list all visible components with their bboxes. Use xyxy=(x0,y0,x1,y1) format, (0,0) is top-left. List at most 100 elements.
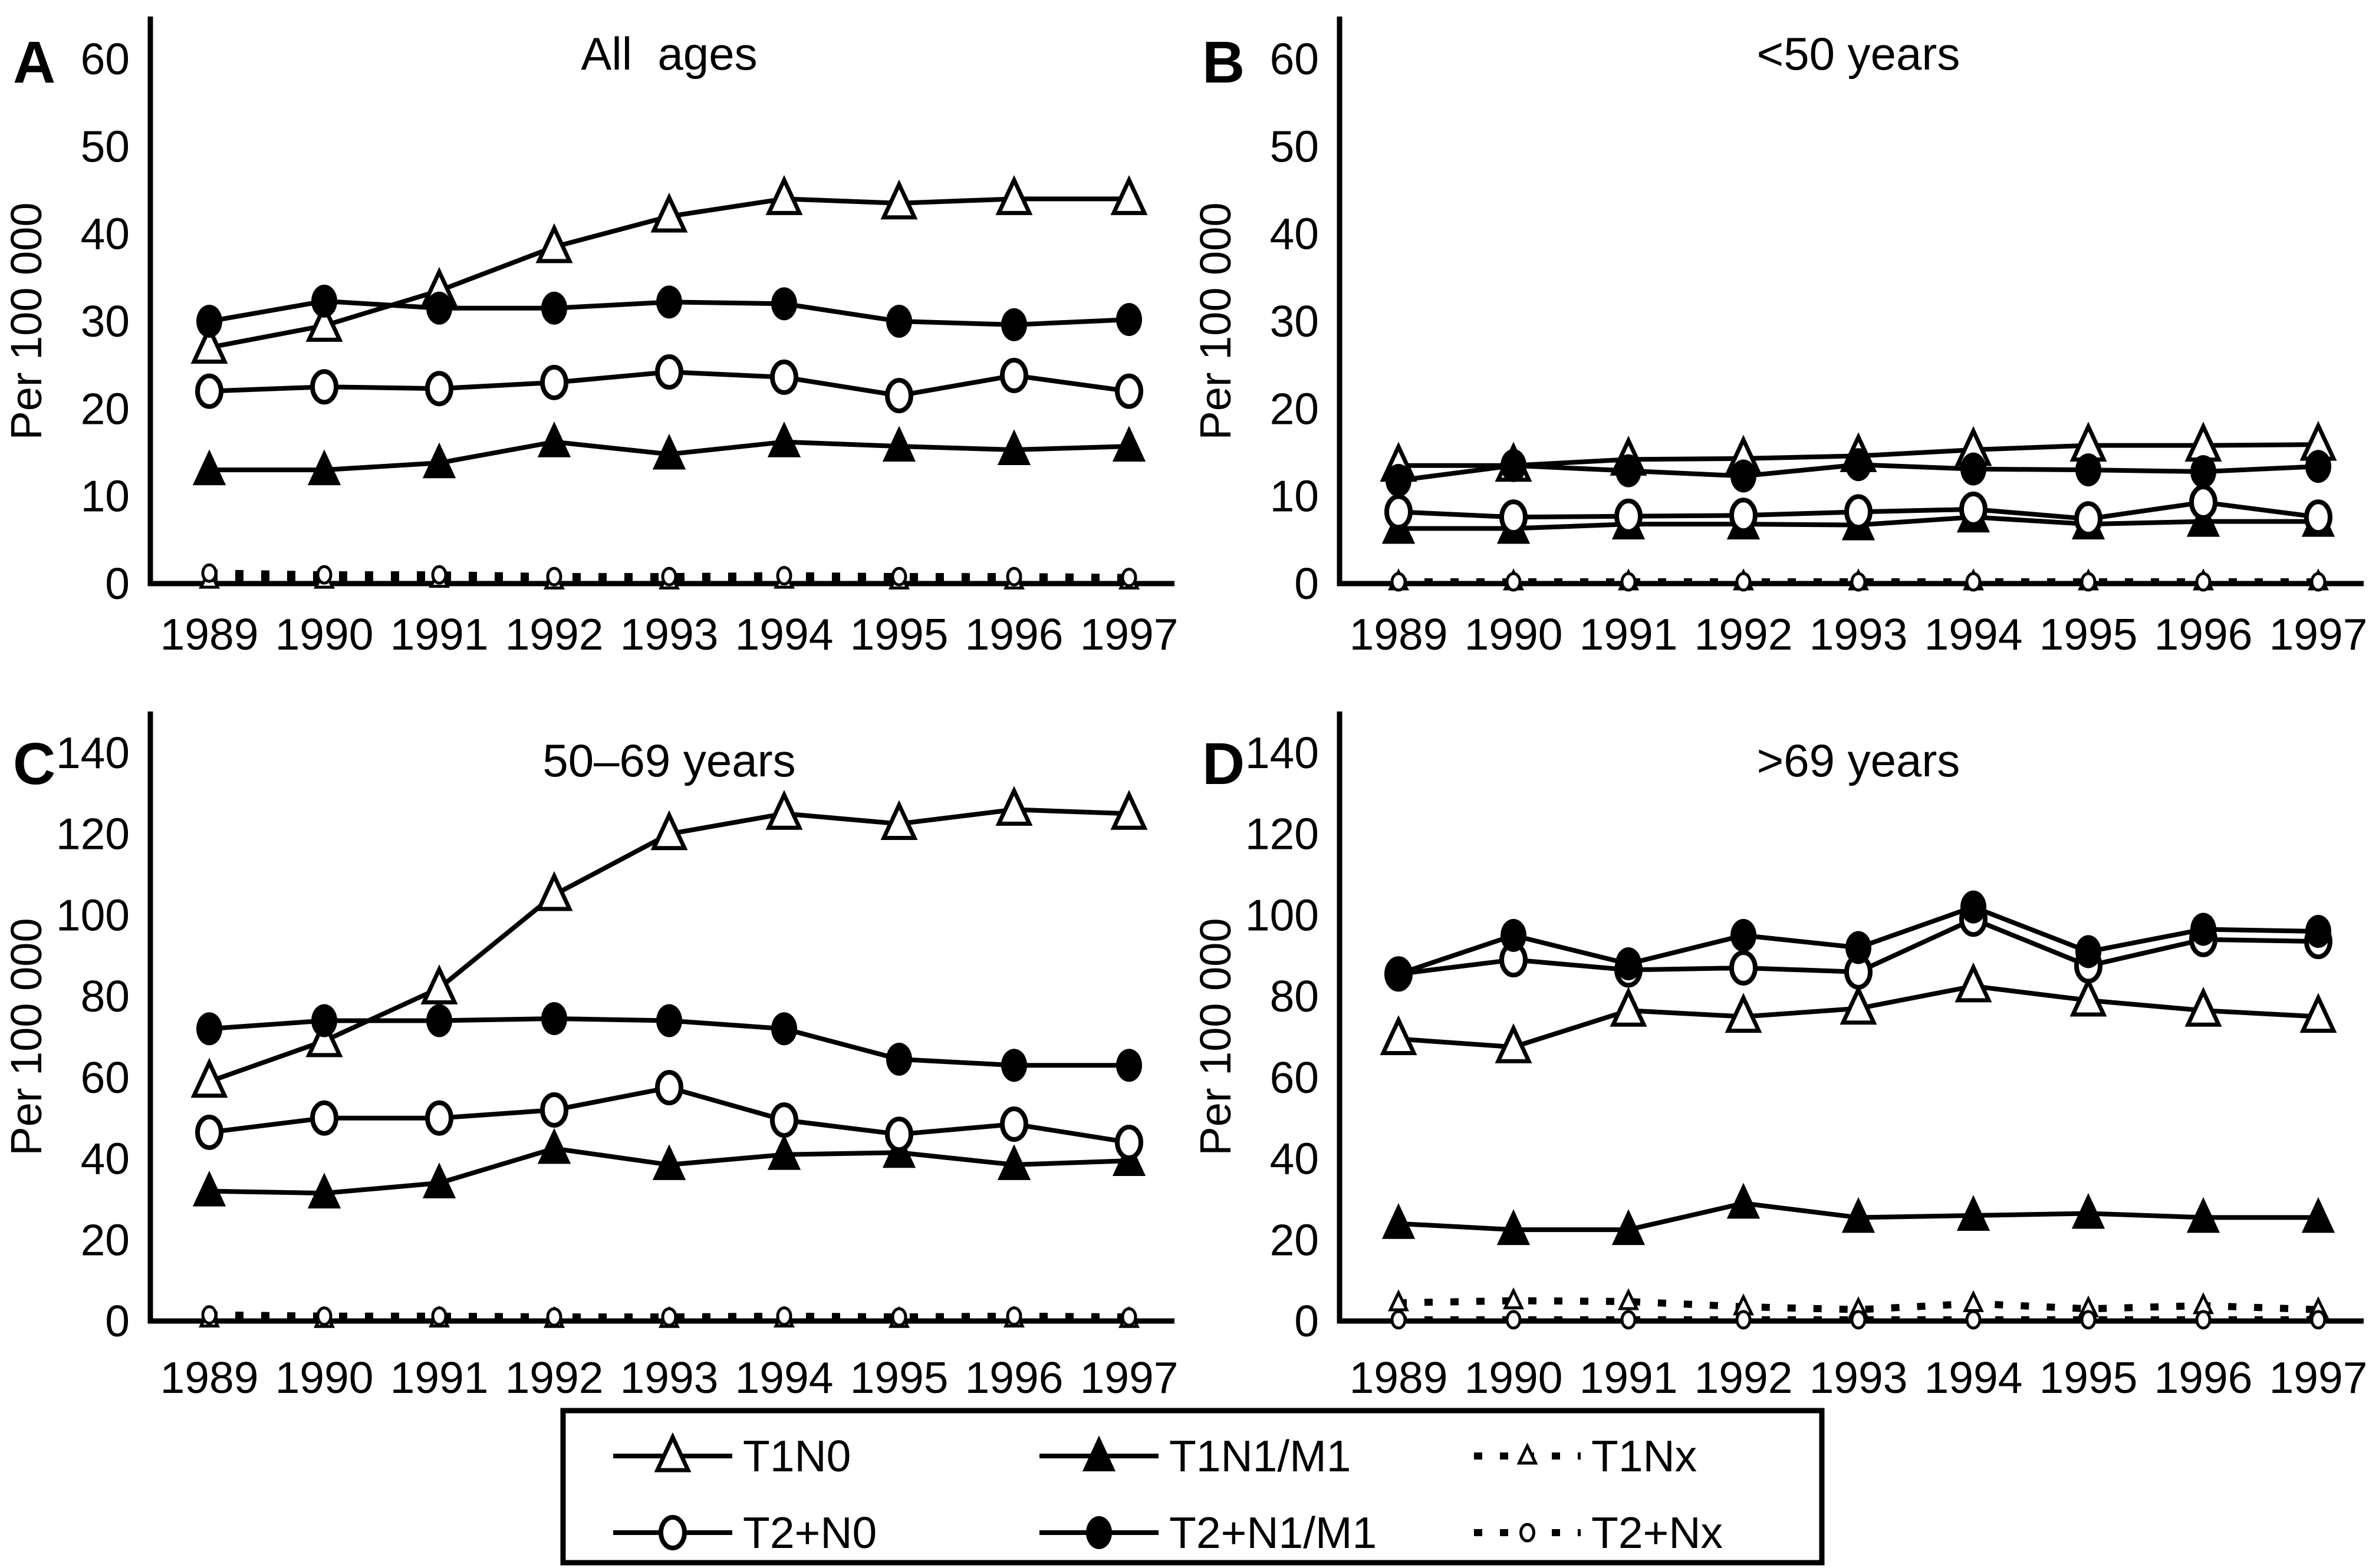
x-tick-label: 1989 xyxy=(160,610,259,659)
panel-letter: B xyxy=(1202,29,1245,95)
chart-title: 50–69 years xyxy=(542,734,795,786)
filled-triangle-marker xyxy=(1611,1209,1646,1246)
filled-circle-marker xyxy=(1845,448,1871,482)
small-open-circle-marker xyxy=(1390,572,1407,592)
filled-triangle-marker xyxy=(882,426,916,462)
open-circle-marker xyxy=(885,378,913,414)
open-circle-marker xyxy=(885,1116,913,1152)
y-tick-label: 80 xyxy=(81,971,130,1021)
small-open-circle-marker xyxy=(661,566,677,587)
y-tick-label: 0 xyxy=(105,1296,130,1346)
legend-svg: T1N0 T1N1/M1 T1Nx T2+N0 T2+N1/M1 T2+Nx xyxy=(560,1408,1825,1566)
y-tick-label: 30 xyxy=(1270,297,1319,346)
small-open-circle-marker xyxy=(1965,572,1982,592)
small-open-triangle-marker xyxy=(1388,1289,1409,1312)
open-triangle-marker xyxy=(420,964,458,1004)
filled-circle-marker xyxy=(426,291,452,325)
open-circle-marker xyxy=(655,354,683,390)
x-tick-label: 1995 xyxy=(850,610,949,659)
small-open-circle-marker xyxy=(1620,572,1637,592)
open-circle-marker xyxy=(2304,499,2332,535)
y-tick-label: 100 xyxy=(1245,890,1319,940)
x-tick-label: 1990 xyxy=(275,1353,374,1402)
y-tick-label: 10 xyxy=(1270,472,1319,521)
small-open-circle-marker xyxy=(1121,568,1137,588)
y-tick-label: 0 xyxy=(105,559,130,608)
x-tick-label: 1993 xyxy=(620,610,719,659)
x-tick-label: 1992 xyxy=(1694,610,1793,659)
legend-label: T2+N1/M1 xyxy=(1169,1508,1377,1557)
filled-circle-marker xyxy=(1501,918,1526,952)
x-tick-label: 1997 xyxy=(2269,610,2368,659)
legend-label: T1Nx xyxy=(1591,1431,1697,1481)
filled-circle-marker xyxy=(311,284,337,318)
x-tick-label: 1997 xyxy=(1080,610,1179,659)
legend-label: T2+N0 xyxy=(743,1508,877,1557)
small-open-circle-marker xyxy=(201,563,218,583)
filled-triangle-marker xyxy=(997,1144,1031,1180)
y-tick-label: 50 xyxy=(1270,121,1319,171)
filled-triangle-marker xyxy=(1726,1182,1761,1219)
filled-triangle-marker xyxy=(192,1170,226,1207)
small-open-circle-marker xyxy=(776,1306,792,1326)
x-tick-label: 1989 xyxy=(160,1353,259,1402)
small-open-circle-marker xyxy=(1850,572,1867,592)
small-open-circle-marker xyxy=(431,565,447,585)
x-tick-label: 1994 xyxy=(1924,1353,2023,1402)
filled-circle-marker xyxy=(1086,1516,1112,1549)
x-tick-label: 1994 xyxy=(735,610,834,659)
open-triangle-marker xyxy=(995,786,1033,826)
filled-circle-marker xyxy=(1116,303,1142,337)
y-tick-label: 10 xyxy=(81,472,130,521)
y-tick-label: 0 xyxy=(1294,1296,1319,1346)
x-tick-label: 1991 xyxy=(1580,1353,1678,1402)
filled-triangle-marker xyxy=(537,1128,571,1164)
open-circle-marker xyxy=(195,1114,223,1150)
open-triangle-marker xyxy=(2184,986,2222,1027)
filled-circle-marker xyxy=(656,285,682,319)
x-tick-label: 1996 xyxy=(2154,1353,2253,1402)
small-open-circle-marker xyxy=(2080,572,2097,592)
filled-triangle-marker xyxy=(307,1172,341,1209)
small-open-circle-marker xyxy=(201,1305,218,1325)
open-circle-marker xyxy=(1844,494,1873,530)
open-circle-marker xyxy=(1959,491,1988,527)
open-circle-marker xyxy=(1115,373,1143,409)
y-tick-label: 80 xyxy=(1270,971,1319,1021)
small-open-circle-marker xyxy=(546,1307,562,1327)
filled-circle-marker xyxy=(656,1004,682,1037)
filled-triangle-marker xyxy=(1112,426,1146,462)
open-circle-marker xyxy=(1729,950,1758,986)
x-tick-label: 1996 xyxy=(965,1353,1064,1402)
open-circle-marker xyxy=(770,359,798,395)
open-triangle-marker xyxy=(1610,986,1647,1027)
y-tick-label: 60 xyxy=(1270,34,1319,84)
small-open-circle-marker xyxy=(1735,572,1752,592)
open-circle-marker xyxy=(1614,498,1643,534)
filled-circle-marker xyxy=(2305,914,2331,948)
x-tick-label: 1991 xyxy=(390,1353,489,1402)
small-open-circle-marker xyxy=(316,565,333,585)
open-triangle-marker xyxy=(1110,789,1148,830)
y-tick-label: 40 xyxy=(81,1134,130,1184)
filled-circle-marker xyxy=(1960,890,1986,924)
open-circle-marker xyxy=(1115,1125,1143,1161)
open-circle-marker xyxy=(310,1100,338,1136)
chart-title: All ages xyxy=(581,28,757,80)
open-triangle-marker xyxy=(1840,984,1877,1025)
panel-letter: C xyxy=(13,731,55,797)
small-open-triangle-marker xyxy=(1516,1442,1538,1465)
open-triangle-marker xyxy=(1725,993,1762,1033)
filled-circle-marker xyxy=(196,1012,222,1046)
open-circle-marker xyxy=(310,369,338,405)
open-triangle-marker xyxy=(2299,993,2337,1033)
small-open-circle-marker xyxy=(1006,1306,1022,1326)
y-tick-label: 60 xyxy=(1270,1053,1319,1102)
x-tick-label: 1997 xyxy=(1080,1353,1179,1402)
open-circle-marker xyxy=(1499,499,1528,535)
small-open-circle-marker xyxy=(1519,1523,1535,1543)
filled-circle-marker xyxy=(771,287,797,321)
filled-circle-marker xyxy=(1386,957,1411,991)
legend-border xyxy=(560,1408,1825,1566)
